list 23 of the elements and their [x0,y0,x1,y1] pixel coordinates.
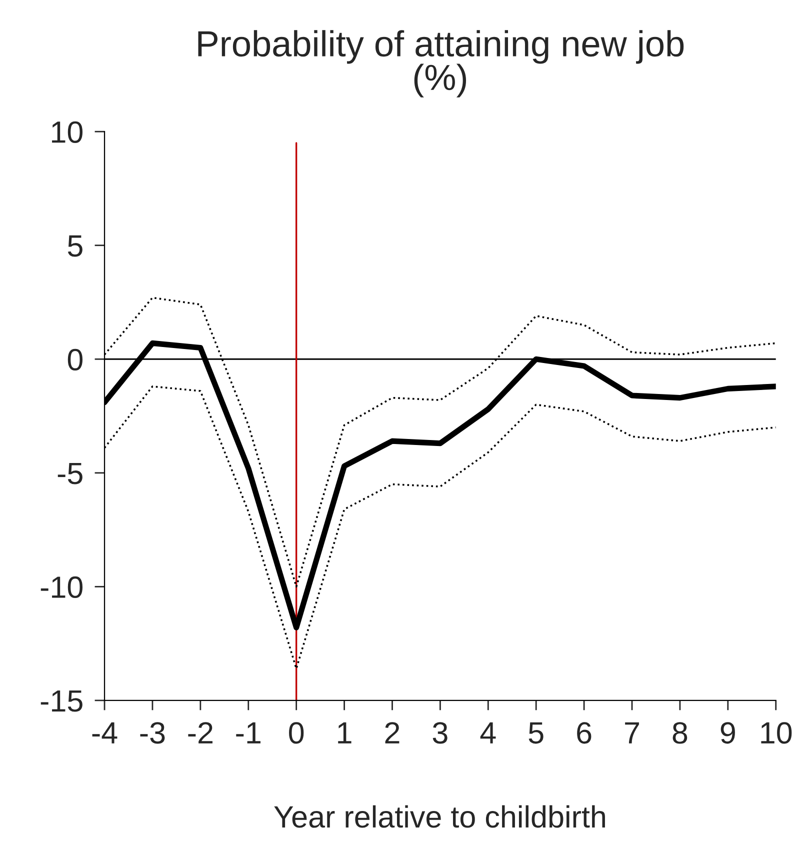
x-tick-label: -1 [236,722,260,744]
x-tick-label: 4 [480,722,496,744]
x-tick-label: -4 [92,722,118,744]
x-tick-label: 10 [761,722,792,744]
x-tick-label: 7 [625,722,639,744]
y-tick-label: -10 [40,576,82,598]
x-tick-label: 9 [720,722,735,744]
x-tick-label: 5 [528,722,544,744]
x-tick-label: 3 [432,722,448,744]
y-tick-label: -15 [40,690,82,712]
x-tick-label: 2 [385,722,400,744]
y-tick-label: 0 [68,348,82,370]
x-tick-label: -2 [188,722,212,744]
y-tick-label: 5 [68,235,82,257]
x-tick-label: 8 [672,722,688,744]
x-tick-label: 6 [577,722,592,744]
x-tick-label: 1 [338,722,352,744]
chart-title: Probability of attaining new job (%) [198,30,684,98]
x-tick-label: 0 [289,722,304,744]
x-axis-title: Year relative to childbirth [274,805,605,828]
x-tick-label: -3 [140,722,165,744]
y-tick-label: -5 [58,462,82,484]
y-tick-label: 10 [52,121,82,143]
